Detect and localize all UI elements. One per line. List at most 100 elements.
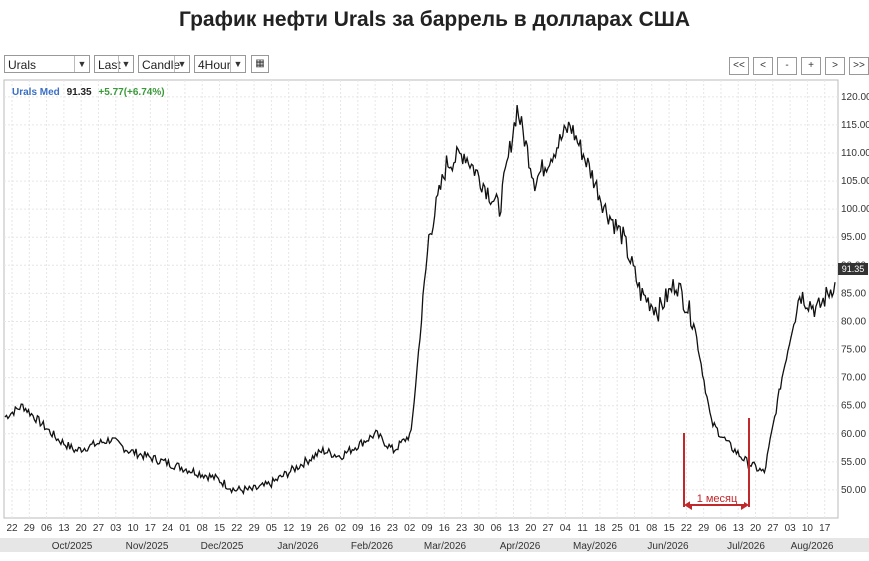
- zoom-out-button[interactable]: -: [777, 57, 797, 75]
- y-tick-label: 85.00: [841, 288, 866, 299]
- x-tick-label: 27: [93, 523, 105, 534]
- x-tick-label: 04: [560, 523, 572, 534]
- legend: Urals Med 91.35 +5.77(+6.74%): [12, 87, 165, 98]
- month-label: Oct/2025: [52, 541, 93, 552]
- symbol-select[interactable]: Urals ▼: [4, 55, 90, 73]
- month-label: Mar/2026: [424, 541, 467, 552]
- legend-last: 91.35: [67, 87, 92, 98]
- price-series-line: [4, 105, 836, 496]
- y-tick-label: 110.00: [841, 148, 869, 159]
- x-tick-label: 09: [421, 523, 433, 534]
- x-tick-label: 23: [387, 523, 399, 534]
- x-tick-label: 09: [352, 523, 364, 534]
- style-select[interactable]: Candle ▼: [138, 55, 190, 73]
- y-tick-label: 115.00: [841, 120, 869, 131]
- x-tick-label: 06: [491, 523, 503, 534]
- y-tick-label: 65.00: [841, 401, 866, 412]
- month-label: Feb/2026: [351, 541, 394, 552]
- x-tick-label: 22: [681, 523, 693, 534]
- x-tick-label: 17: [145, 523, 157, 534]
- chevron-down-icon: ▼: [74, 56, 89, 72]
- field-select[interactable]: Last ▼: [94, 55, 134, 73]
- x-tick-label: 08: [197, 523, 209, 534]
- month-label: May/2026: [573, 541, 617, 552]
- y-tick-label: 55.00: [841, 457, 866, 468]
- x-axis: 22 29 06 13 20 27 03 10 17 24 01 08 15 22 29 05 12 19 26 02…: [6, 523, 830, 534]
- y-tick-label: 105.00: [841, 176, 869, 187]
- y-tick-label: 95.00: [841, 232, 866, 243]
- y-axis: 50.00 55.00 60.00 65.00 70.00 75.00 80.00 85.00…: [841, 92, 869, 496]
- nav-prev-button[interactable]: <: [753, 57, 773, 75]
- x-tick-label: 11: [577, 523, 588, 534]
- month-label: Apr/2026: [500, 541, 541, 552]
- x-tick-label: 03: [785, 523, 797, 534]
- x-tick-label: 25: [612, 523, 624, 534]
- zoom-in-button[interactable]: +: [801, 57, 821, 75]
- x-tick-label: 27: [767, 523, 779, 534]
- x-tick-label: 01: [629, 523, 641, 534]
- month-labels: Oct/2025 Nov/2025 Dec/2025 Jan/2026 Feb/2026…: [52, 541, 834, 552]
- legend-name: Urals Med: [12, 87, 60, 98]
- y-tick-label: 75.00: [841, 345, 866, 356]
- x-tick-label: 16: [439, 523, 451, 534]
- page-title: График нефти Urals за баррель в долларах…: [178, 8, 691, 31]
- x-tick-label: 24: [162, 523, 174, 534]
- x-tick-label: 19: [300, 523, 312, 534]
- x-tick-label: 13: [508, 523, 520, 534]
- y-tick-label: 70.00: [841, 373, 866, 384]
- x-tick-label: 02: [404, 523, 416, 534]
- x-tick-label: 06: [715, 523, 727, 534]
- month-label: Aug/2026: [791, 541, 834, 552]
- one-month-annotation: 1 месяц: [683, 418, 750, 510]
- legend-change: +5.77(+6.74%): [98, 87, 164, 98]
- x-tick-label: 12: [283, 523, 295, 534]
- x-tick-label: 05: [266, 523, 278, 534]
- y-tick-label: 100.00: [841, 204, 869, 215]
- x-tick-label: 20: [525, 523, 537, 534]
- chevron-down-icon: ▼: [174, 56, 189, 72]
- style-value: Candle: [142, 58, 181, 72]
- grid: [4, 80, 838, 518]
- price-tag-bg: [838, 263, 868, 275]
- month-label: Jul/2026: [727, 541, 765, 552]
- x-tick-label: 02: [335, 523, 347, 534]
- x-tick-label: 27: [542, 523, 554, 534]
- x-tick-label: 22: [231, 523, 243, 534]
- x-tick-label: 15: [214, 523, 226, 534]
- price-tag: 91.35: [838, 263, 868, 275]
- chevron-down-icon: ▼: [118, 56, 133, 72]
- x-tick-label: 26: [318, 523, 330, 534]
- y-tick-label: 120.00: [841, 92, 869, 103]
- x-tick-label: 29: [249, 523, 261, 534]
- grid-icon: ▦: [255, 58, 265, 69]
- x-tick-label: 03: [110, 523, 122, 534]
- interval-value: 4Hour: [198, 58, 231, 72]
- symbol-value: Urals: [8, 58, 37, 72]
- x-tick-label: 08: [646, 523, 658, 534]
- grid-toggle-button[interactable]: ▦: [251, 55, 269, 73]
- x-tick-label: 29: [24, 523, 36, 534]
- interval-select[interactable]: 4Hour ▼: [194, 55, 246, 73]
- y-tick-label: 50.00: [841, 485, 866, 496]
- nav-next-button[interactable]: >: [825, 57, 845, 75]
- field-value: Last: [98, 58, 121, 72]
- x-tick-label: 30: [473, 523, 485, 534]
- x-tick-label: 15: [664, 523, 676, 534]
- x-tick-label: 16: [370, 523, 382, 534]
- x-tick-label: 10: [127, 523, 139, 534]
- x-tick-label: 22: [6, 523, 18, 534]
- x-tick-label: 29: [698, 523, 710, 534]
- x-tick-label: 13: [58, 523, 70, 534]
- month-label: Jun/2026: [647, 541, 689, 552]
- nav-first-button[interactable]: <<: [729, 57, 749, 75]
- annotation-label: 1 месяц: [697, 493, 738, 505]
- x-tick-label: 17: [819, 523, 831, 534]
- month-bar: [0, 538, 869, 552]
- y-tick-label: 80.00: [841, 316, 866, 327]
- x-tick-label: 20: [76, 523, 88, 534]
- month-label: Dec/2025: [201, 541, 244, 552]
- x-tick-label: 13: [733, 523, 745, 534]
- month-label: Nov/2025: [126, 541, 169, 552]
- x-tick-label: 23: [456, 523, 468, 534]
